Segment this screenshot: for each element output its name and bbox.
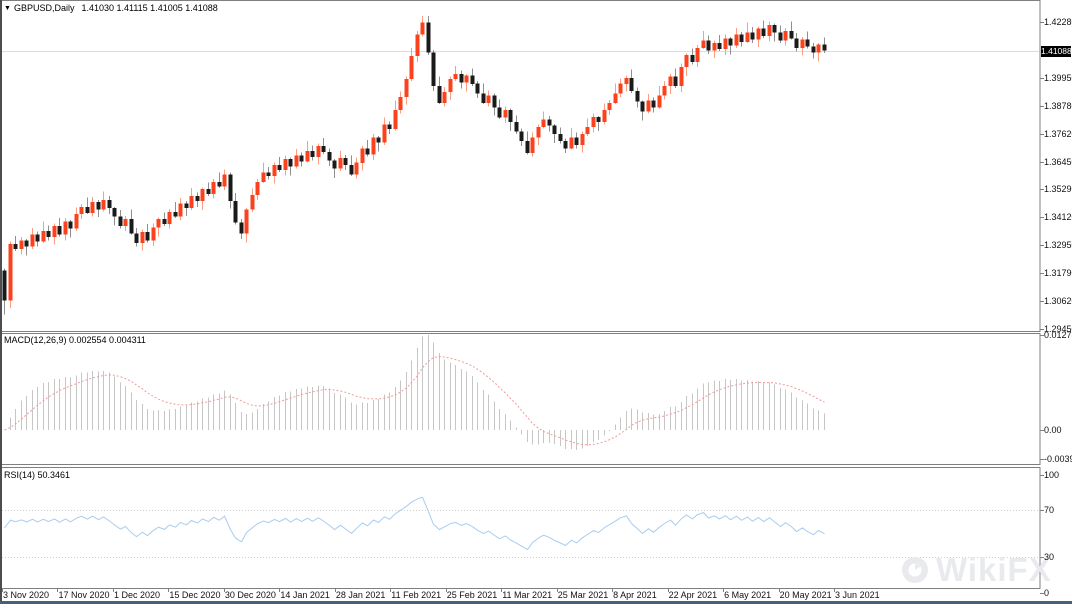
ohlc-values: 1.41030 1.41115 1.41005 1.41088 [81,3,218,13]
date-label: 20 May 2021 [779,590,832,600]
date-label: 17 Nov 2020 [58,590,110,600]
date-label: 8 Apr 2021 [613,590,657,600]
date-label: 1 Dec 2020 [113,590,160,600]
symbol-marker-icon: ▼ [4,5,11,12]
watermark-text: WikiFX [936,551,1052,588]
date-label: 3 Nov 2020 [3,590,50,600]
symbol-timeframe-label: GBPUSD,Daily [13,3,75,13]
date-label: 25 Feb 2021 [446,590,498,600]
date-label: 11 Feb 2021 [391,590,442,600]
window-left-border [0,0,2,604]
window-bottom-edge [0,601,1072,604]
date-label: 14 Jan 2021 [280,590,330,600]
date-label: 15 Dec 2020 [169,590,221,600]
current-price-tag: 1.41088 [1041,45,1072,57]
macd-indicator-label: MACD(12,26,9) 0.002554 0.004311 [4,335,146,345]
date-label: 30 Dec 2020 [224,590,276,600]
date-label: 28 Jan 2021 [335,590,386,600]
watermark: WikiFX [901,551,1052,589]
date-label: 6 May 2021 [724,590,772,600]
main-chart-title: ▼ GBPUSD,Daily 1.41030 1.41115 1.41005 1.4… [4,3,218,13]
date-label: 3 Jun 2021 [835,590,880,600]
rsi-indicator-label: RSI(14) 50.3461 [4,470,71,480]
date-label: 25 Mar 2021 [557,590,609,600]
date-label: 22 Apr 2021 [668,590,718,600]
date-axis[interactable]: 3 Nov 2020 17 Nov 2020 1 Dec 2020 15 Dec 20… [0,588,1072,602]
wikifx-logo-icon [902,557,928,583]
date-label: 11 Mar 2021 [502,590,553,600]
